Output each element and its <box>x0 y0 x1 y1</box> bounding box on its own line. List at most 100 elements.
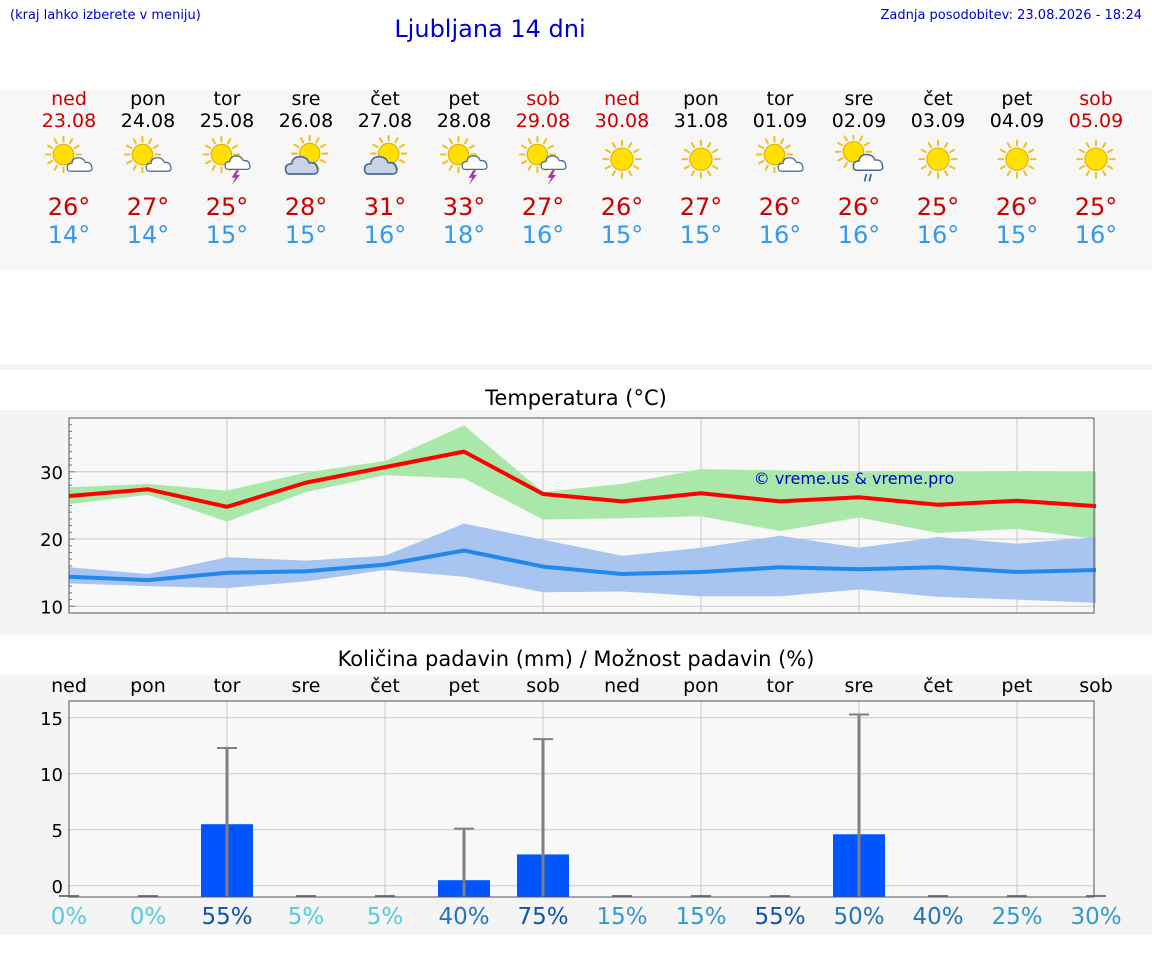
precip-probability: 75% <box>517 904 569 930</box>
day-column: čet 27.08 31° 16° <box>345 88 425 249</box>
temp-ytick-label: 20 <box>40 530 63 551</box>
precip-probability: 0% <box>129 904 167 930</box>
temp-min: 16° <box>837 221 881 249</box>
temp-max: 26° <box>758 193 802 221</box>
day-column: tor 01.09 26° 16° <box>740 88 820 249</box>
sun-storm-icon <box>202 135 251 186</box>
sun-icon <box>602 139 642 179</box>
day-column: pon 24.08 27° 14° <box>108 88 188 249</box>
day-column: sre 26.08 28° 15° <box>266 88 346 249</box>
temp-ytick-label: 30 <box>40 463 63 484</box>
precip-day-label: pon <box>683 675 719 697</box>
cloud-sun-icon <box>363 135 408 175</box>
chart-credit: © vreme.us & vreme.pro <box>754 469 955 488</box>
day-name: sre <box>291 88 321 110</box>
temp-max: 27° <box>521 193 565 221</box>
day-name: pet <box>448 88 480 110</box>
day-column: sob 05.09 25° 16° <box>1056 88 1136 249</box>
precip-day-label: pet <box>1001 675 1033 697</box>
temp-plot-border <box>68 417 1095 614</box>
cloud-sun-icon <box>284 135 329 175</box>
temp-max: 31° <box>363 193 407 221</box>
tmin-line <box>68 548 1097 583</box>
temp-min: 16° <box>1074 221 1118 249</box>
precip-probability: 25% <box>991 904 1043 930</box>
day-column: pon 31.08 27° 15° <box>661 88 741 249</box>
day-column: pet 28.08 33° 18° <box>424 88 504 249</box>
temp-min: 15° <box>995 221 1039 249</box>
temp-min: 14° <box>126 221 170 249</box>
day-column: pet 04.09 26° 15° <box>977 88 1057 249</box>
precip-probability: 55% <box>201 904 253 930</box>
precip-probability: 15% <box>596 904 648 930</box>
temp-min: 15° <box>284 221 328 249</box>
precip-day-label: pon <box>130 675 166 697</box>
sun-rain-icon <box>834 135 884 182</box>
temp-max: 33° <box>442 193 486 221</box>
precip-day-label: sre <box>291 675 321 697</box>
day-date: 05.09 <box>1068 110 1124 132</box>
day-date: 25.08 <box>199 110 255 132</box>
sun-icon <box>681 139 721 179</box>
precip-probability: 5% <box>366 904 404 930</box>
day-name: sob <box>1079 88 1113 110</box>
temp-max: 26° <box>837 193 881 221</box>
temp-max: 26° <box>600 193 644 221</box>
temp-min: 14° <box>47 221 91 249</box>
precip-day-label: čet <box>370 675 400 697</box>
day-column: tor 25.08 25° 15° <box>187 88 267 249</box>
day-name: ned <box>51 88 87 110</box>
temp-min: 16° <box>521 221 565 249</box>
temp-min: 15° <box>600 221 644 249</box>
tmin-range-band <box>69 523 1096 603</box>
sun-cloud-icon <box>123 135 172 174</box>
precip-probability: 0% <box>50 904 88 930</box>
precip-probability: 40% <box>912 904 964 930</box>
day-name: pon <box>130 88 166 110</box>
separator <box>0 364 1152 370</box>
sun-icon <box>1076 139 1116 179</box>
precip-day-label: tor <box>213 675 241 697</box>
sun-cloud-icon <box>755 135 804 174</box>
precip-probability: 50% <box>833 904 885 930</box>
page-title: Ljubljana 14 dni <box>394 15 586 43</box>
sun-icon <box>997 139 1037 179</box>
last-update: Zadnja posodobitev: 23.08.2026 - 18:24 <box>880 8 1142 23</box>
temp-min: 15° <box>679 221 723 249</box>
day-name: sob <box>526 88 560 110</box>
forecast-strip <box>0 90 1152 270</box>
day-date: 04.09 <box>989 110 1045 132</box>
day-date: 02.09 <box>831 110 887 132</box>
precip-day-label: čet <box>923 675 953 697</box>
temp-max: 27° <box>126 193 170 221</box>
precipitation-chart-title: Količina padavin (mm) / Možnost padavin … <box>337 647 815 671</box>
precip-probability: 55% <box>754 904 806 930</box>
day-date: 29.08 <box>515 110 571 132</box>
precip-probability: 30% <box>1070 904 1122 930</box>
day-name: pet <box>1001 88 1033 110</box>
precip-day-label: ned <box>604 675 640 697</box>
day-column: sre 02.09 26° 16° <box>819 88 899 249</box>
day-name: tor <box>766 88 794 110</box>
sun-icon <box>918 139 958 179</box>
sun-cloud-icon <box>44 135 93 174</box>
temp-min: 16° <box>363 221 407 249</box>
temp-max: 26° <box>47 193 91 221</box>
precip-ytick-label: 5 <box>52 821 63 842</box>
precip-day-label: sob <box>526 675 560 697</box>
precip-ytick-label: 10 <box>40 765 63 786</box>
temp-min: 16° <box>758 221 802 249</box>
day-date: 30.08 <box>594 110 650 132</box>
day-name: čet <box>370 88 400 110</box>
precip-ytick-label: 0 <box>52 877 63 898</box>
day-date: 03.09 <box>910 110 966 132</box>
temp-ytick-label: 10 <box>40 597 63 618</box>
temp-max: 26° <box>995 193 1039 221</box>
precip-probability: 40% <box>438 904 490 930</box>
day-date: 27.08 <box>357 110 413 132</box>
precip-day-label: pet <box>448 675 480 697</box>
temp-max: 28° <box>284 193 328 221</box>
day-name: ned <box>604 88 640 110</box>
sun-storm-icon <box>518 135 567 186</box>
